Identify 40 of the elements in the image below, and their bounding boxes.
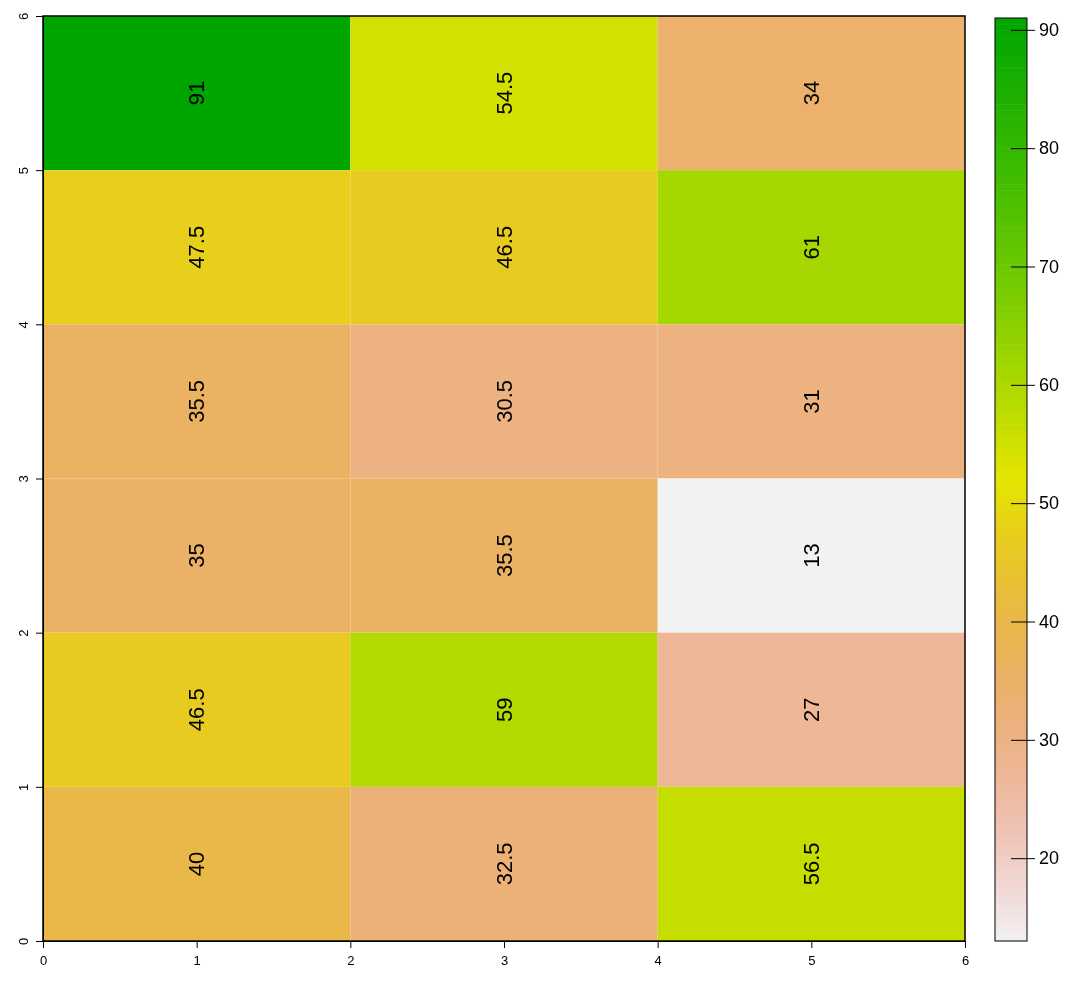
data-label: 32.5 xyxy=(491,842,517,886)
x-tick-label: 6 xyxy=(961,953,970,969)
y-tick-label: 1 xyxy=(15,783,31,791)
y-tick-label: 6 xyxy=(15,12,31,21)
color-bar-label: 40 xyxy=(1039,611,1060,632)
color-bar-label: 50 xyxy=(1039,493,1060,514)
y-tick-label: 3 xyxy=(15,475,31,483)
y-tick-label: 5 xyxy=(15,167,31,175)
data-label: 46.5 xyxy=(491,225,517,269)
color-bar-label: 20 xyxy=(1039,848,1060,869)
color-bar-label: 80 xyxy=(1039,138,1060,159)
x-tick-label: 1 xyxy=(193,953,201,969)
color-bar-label: 60 xyxy=(1039,375,1060,396)
y-tick-label: 4 xyxy=(15,321,31,329)
y-tick-label: 2 xyxy=(15,629,31,637)
x-tick-label: 3 xyxy=(500,953,509,969)
x-tick-label: 2 xyxy=(347,953,355,969)
data-label: 30.5 xyxy=(491,380,517,423)
x-tick-label: 0 xyxy=(39,953,48,969)
data-label: 59 xyxy=(491,697,517,722)
data-label: 46.5 xyxy=(184,688,210,732)
data-label: 27 xyxy=(798,697,824,722)
color-bar-label: 70 xyxy=(1039,256,1060,277)
data-label: 31 xyxy=(798,389,824,414)
data-label: 91 xyxy=(184,80,210,106)
data-label: 35.5 xyxy=(491,534,517,577)
data-label: 35 xyxy=(184,543,210,568)
x-tick-label: 4 xyxy=(654,953,662,969)
color-bar-label: 90 xyxy=(1039,20,1060,41)
data-label: 61 xyxy=(798,235,824,260)
data-label: 56.5 xyxy=(798,842,824,886)
data-label: 40 xyxy=(184,851,210,877)
color-bar-label: 30 xyxy=(1039,730,1060,751)
x-tick-label: 5 xyxy=(808,953,816,969)
data-label: 47.5 xyxy=(184,225,210,269)
data-label: 54.5 xyxy=(491,71,517,115)
data-label: 13 xyxy=(798,543,824,568)
y-tick-label: 0 xyxy=(15,937,31,946)
data-label: 34 xyxy=(798,80,824,106)
data-label: 35.5 xyxy=(184,380,210,423)
